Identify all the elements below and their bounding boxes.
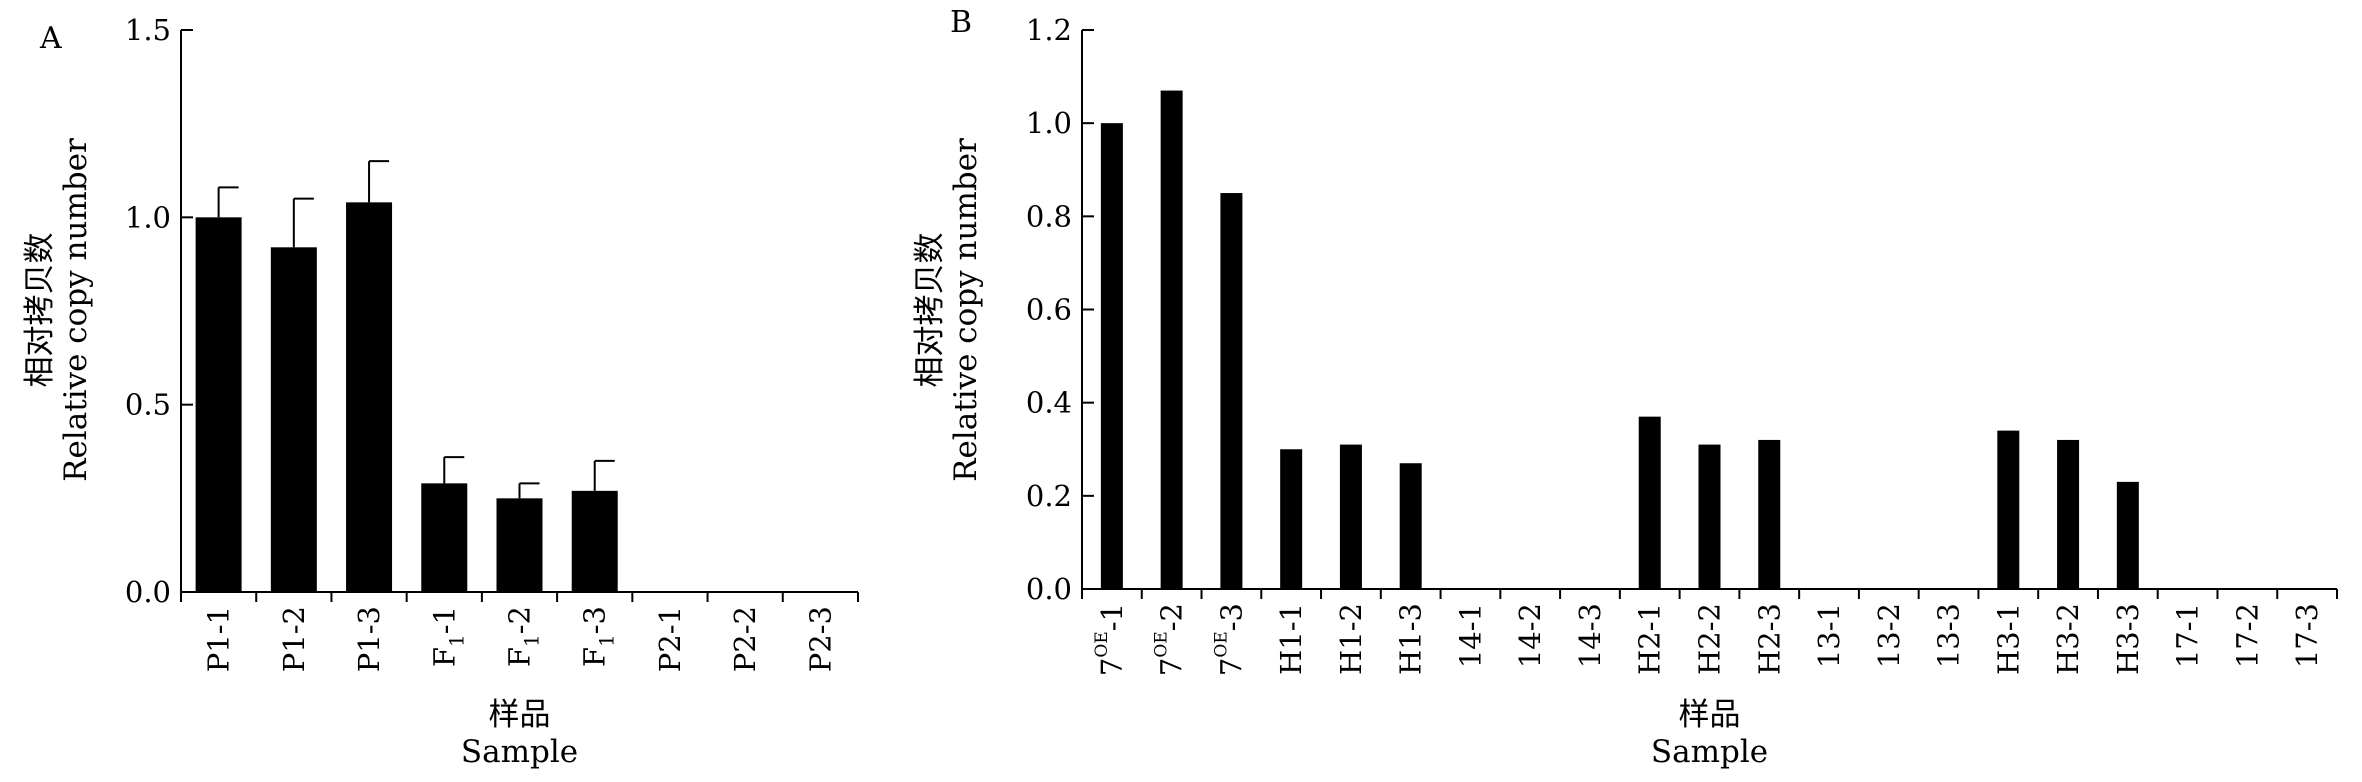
bar [1100, 123, 1123, 590]
x-tick-label: H1-3 [1394, 603, 1428, 675]
panel-label: A [39, 21, 62, 56]
x-tick-label: 13-1 [1812, 603, 1846, 668]
x-tick-label: H2-2 [1693, 603, 1727, 675]
x-tick-label-part: -2 [503, 606, 537, 634]
x-tick-label: F1-2 [503, 606, 544, 667]
bar [1160, 90, 1183, 589]
x-tick-label-part: -3 [578, 606, 612, 634]
bar [1638, 416, 1661, 589]
x-tick-label-part: 7 [1214, 658, 1248, 676]
y-axis-title-cn: 相对拷贝数 [912, 233, 948, 388]
panel-label: B [950, 5, 972, 40]
x-tick-label: 13-3 [1932, 603, 1966, 668]
x-tick-label: 14-3 [1573, 603, 1607, 668]
x-tick-label: F1-1 [427, 606, 468, 667]
bar [571, 490, 618, 592]
x-tick-label: H1-1 [1274, 603, 1308, 675]
y-tick-label: 0.8 [1026, 199, 1072, 233]
bar [270, 247, 317, 592]
x-tick-label-part: 7 [1095, 658, 1129, 676]
y-axis-title-cn: 相对拷贝数 [22, 233, 58, 388]
x-tick-label-sup: OE [1152, 631, 1172, 657]
bar [1280, 449, 1303, 589]
x-tick-label-part: -3 [1214, 603, 1248, 631]
x-tick-label-sub: 1 [595, 634, 619, 647]
bar [1399, 463, 1422, 589]
x-tick-label-part: -1 [427, 606, 461, 634]
x-tick-label-part: -2 [1155, 603, 1189, 631]
x-axis-title-en: Sample [1651, 734, 1768, 770]
x-tick-label: 7OE-1 [1092, 603, 1129, 676]
panel-a-bar-chart: A0.00.51.01.5P1-1 P1-2 P1-3 F1-1F1-2F1-3 P2-… [22, 13, 859, 770]
y-tick-label: 0.0 [1026, 572, 1072, 606]
bar [1758, 439, 1781, 589]
x-tick-label: H3-2 [2051, 603, 2085, 675]
x-tick-label-sup: OE [1211, 631, 1231, 657]
x-tick-label: P1-3 [352, 606, 386, 672]
x-tick-label: H2-3 [1752, 603, 1786, 675]
y-tick-label: 0.2 [1026, 479, 1072, 513]
x-tick-label: F1-3 [578, 606, 619, 667]
x-tick-label: H3-1 [1991, 603, 2025, 675]
x-axis-title-cn: 样品 [1679, 697, 1741, 733]
y-tick-label: 0.0 [125, 575, 171, 609]
bar [496, 498, 543, 592]
bar [421, 483, 468, 592]
x-tick-label-part: F [503, 647, 537, 667]
x-tick-label: 14-1 [1453, 603, 1487, 668]
x-tick-label: 13-2 [1872, 603, 1906, 668]
x-tick-label-sup: OE [1092, 631, 1112, 657]
bar [1698, 444, 1721, 589]
y-tick-label: 1.2 [1026, 13, 1072, 47]
x-tick-label: 17-1 [2171, 603, 2205, 668]
bar [1997, 430, 2020, 589]
x-tick-label-sub: 1 [520, 634, 544, 647]
x-tick-label: P1-1 [202, 606, 236, 672]
x-tick-label: H2-1 [1633, 603, 1667, 675]
bar [1339, 444, 1362, 589]
x-tick-label: 17-2 [2230, 603, 2264, 668]
x-tick-label-part: F [578, 647, 612, 667]
x-tick-label: 7OE-3 [1211, 603, 1248, 676]
x-tick-label: H3-3 [2111, 603, 2145, 675]
bar [346, 202, 393, 592]
x-tick-label-sub: 1 [444, 634, 468, 647]
x-tick-label: 17-3 [2290, 603, 2324, 668]
y-tick-label: 1.0 [125, 200, 171, 234]
bar [1220, 193, 1243, 589]
bar [2116, 481, 2139, 589]
y-tick-label: 1.5 [125, 13, 171, 47]
x-tick-label: H1-2 [1334, 603, 1368, 675]
x-axis-title-en: Sample [461, 734, 578, 770]
x-tick-label-part: -1 [1095, 603, 1129, 631]
x-tick-label: P1-2 [277, 606, 311, 672]
y-tick-label: 0.5 [125, 388, 171, 422]
x-tick-label: P2-1 [653, 606, 687, 672]
x-tick-label-part: 7 [1155, 658, 1189, 676]
x-tick-label: P2-3 [803, 606, 837, 672]
y-tick-label: 0.6 [1026, 293, 1072, 327]
bar [195, 217, 242, 593]
y-tick-label: 0.4 [1026, 386, 1072, 420]
bar [2057, 439, 2080, 589]
x-tick-label: 7OE-2 [1152, 603, 1189, 676]
x-tick-label: P2-2 [728, 606, 762, 672]
y-axis-title-en: Relative copy number [58, 138, 94, 482]
x-axis-title-cn: 样品 [489, 697, 551, 733]
x-tick-label-part: F [427, 647, 461, 667]
x-tick-label: 14-2 [1513, 603, 1547, 668]
y-tick-label: 1.0 [1026, 106, 1072, 140]
y-axis-title-en: Relative copy number [948, 138, 984, 482]
